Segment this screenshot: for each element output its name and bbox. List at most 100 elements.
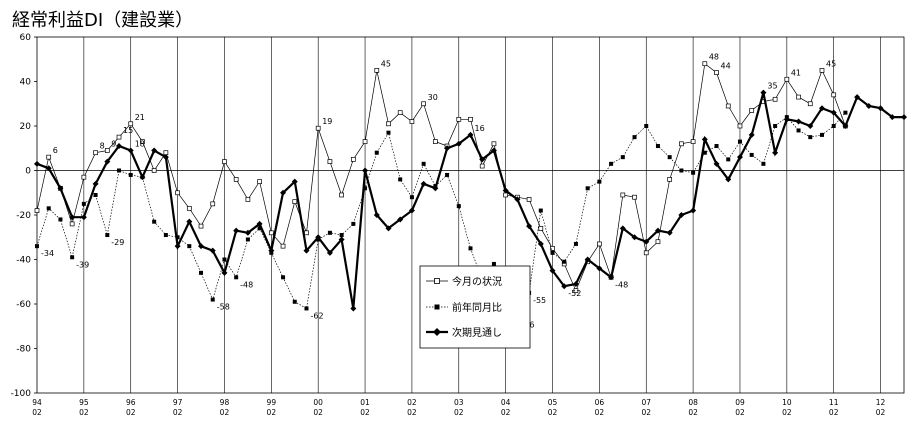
data-point-2 [619, 225, 626, 232]
data-point-1 [46, 206, 51, 211]
x-tick-year-label: 02 [407, 398, 417, 407]
data-label: -29 [111, 238, 124, 247]
data-point-2 [772, 149, 779, 156]
data-point-2 [244, 229, 251, 236]
data-label: -39 [76, 260, 89, 269]
data-point-2 [350, 305, 357, 312]
data-point-0 [46, 154, 52, 160]
x-tick-month-label: 02 [829, 408, 839, 417]
data-point-2 [139, 174, 146, 181]
data-point-0 [175, 190, 180, 196]
data-point-0 [421, 101, 426, 107]
data-point-2 [596, 265, 603, 272]
data-point-1 [163, 233, 168, 238]
data-point-2 [432, 185, 439, 192]
data-point-0 [433, 139, 438, 144]
data-point-0 [503, 192, 508, 198]
data-point-2 [549, 267, 556, 274]
x-tick-year-label: 98 [220, 398, 230, 407]
data-point-1 [597, 179, 602, 184]
data-point-0 [186, 205, 192, 211]
data-point-2 [221, 269, 228, 276]
data-point-1 [281, 275, 286, 280]
chart-axes [34, 36, 905, 394]
x-tick-month-label: 02 [876, 408, 886, 417]
data-point-0 [749, 108, 755, 113]
data-point-2 [830, 109, 837, 116]
data-point-1 [70, 255, 75, 260]
data-point-0 [104, 148, 110, 153]
data-point-0 [737, 123, 743, 129]
data-point-0 [233, 177, 239, 182]
data-point-0 [128, 121, 134, 127]
data-point-2 [608, 274, 615, 281]
data-point-2 [479, 156, 486, 163]
data-point-0 [198, 223, 204, 229]
data-point-1 [761, 161, 766, 166]
data-point-0 [655, 239, 661, 245]
data-point-0 [327, 159, 333, 164]
data-label: -52 [568, 289, 581, 298]
data-point-2 [654, 227, 661, 234]
chart-grid [83, 37, 881, 393]
legend-item-2: 次期見通し [426, 326, 502, 339]
data-point-0 [702, 61, 708, 67]
data-point-0 [679, 141, 684, 147]
data-point-1 [679, 168, 684, 173]
series-0 [34, 61, 848, 293]
data-point-1 [609, 161, 614, 166]
series-line-1 [36, 112, 846, 318]
data-point-2 [186, 218, 193, 225]
data-point-0 [643, 250, 649, 256]
x-tick-year-label: 00 [313, 398, 323, 407]
data-point-0 [93, 150, 98, 156]
x-tick-year-label: 96 [126, 398, 136, 407]
x-tick-month-label: 02 [79, 408, 89, 417]
data-point-1 [655, 144, 660, 149]
x-tick-year-label: 01 [360, 398, 370, 407]
legend-item-1: 前年同月比 [426, 301, 502, 314]
data-point-2 [514, 196, 521, 203]
x-tick-month-label: 02 [126, 408, 136, 417]
data-point-0 [714, 70, 719, 75]
data-point-2 [373, 212, 380, 218]
data-point-1 [726, 157, 731, 162]
x-tick-year-label: 99 [267, 398, 277, 407]
data-point-0 [257, 179, 262, 184]
data-label: 15 [123, 126, 133, 135]
data-point-2 [678, 212, 685, 218]
x-tick-month-label: 02 [360, 408, 370, 417]
data-label: 18 [135, 139, 145, 148]
data-point-1 [421, 161, 426, 166]
data-point-2 [889, 114, 896, 121]
data-point-2 [57, 185, 64, 192]
data-point-2 [233, 227, 240, 234]
data-point-0 [268, 230, 274, 236]
x-tick-month-label: 02 [688, 408, 698, 417]
x-tick-year-label: 11 [829, 398, 839, 407]
x-tick-year-label: 95 [79, 398, 89, 407]
data-point-2 [362, 167, 369, 174]
y-tick-label: 40 [20, 78, 32, 88]
data-point-2 [116, 143, 123, 150]
data-point-2 [338, 236, 345, 243]
y-tick-label: -20 [16, 211, 31, 221]
data-label: -55 [533, 296, 546, 305]
data-point-0 [573, 288, 579, 293]
chart-title: 経常利益DI（建設業） [12, 10, 193, 31]
data-label: -58 [217, 303, 230, 312]
data-label: 16 [475, 124, 485, 133]
x-tick-month-label: 02 [548, 408, 558, 417]
data-point-2 [80, 214, 87, 221]
data-point-1 [644, 124, 649, 128]
data-point-1 [737, 139, 742, 144]
data-point-0 [784, 76, 790, 82]
data-point-0 [831, 92, 837, 98]
data-point-0 [222, 159, 227, 164]
data-point-1 [796, 128, 801, 133]
data-point-1 [714, 144, 719, 149]
data-point-0 [163, 150, 169, 156]
data-point-1 [398, 177, 403, 182]
data-point-1 [81, 201, 86, 206]
data-point-0 [34, 208, 40, 213]
